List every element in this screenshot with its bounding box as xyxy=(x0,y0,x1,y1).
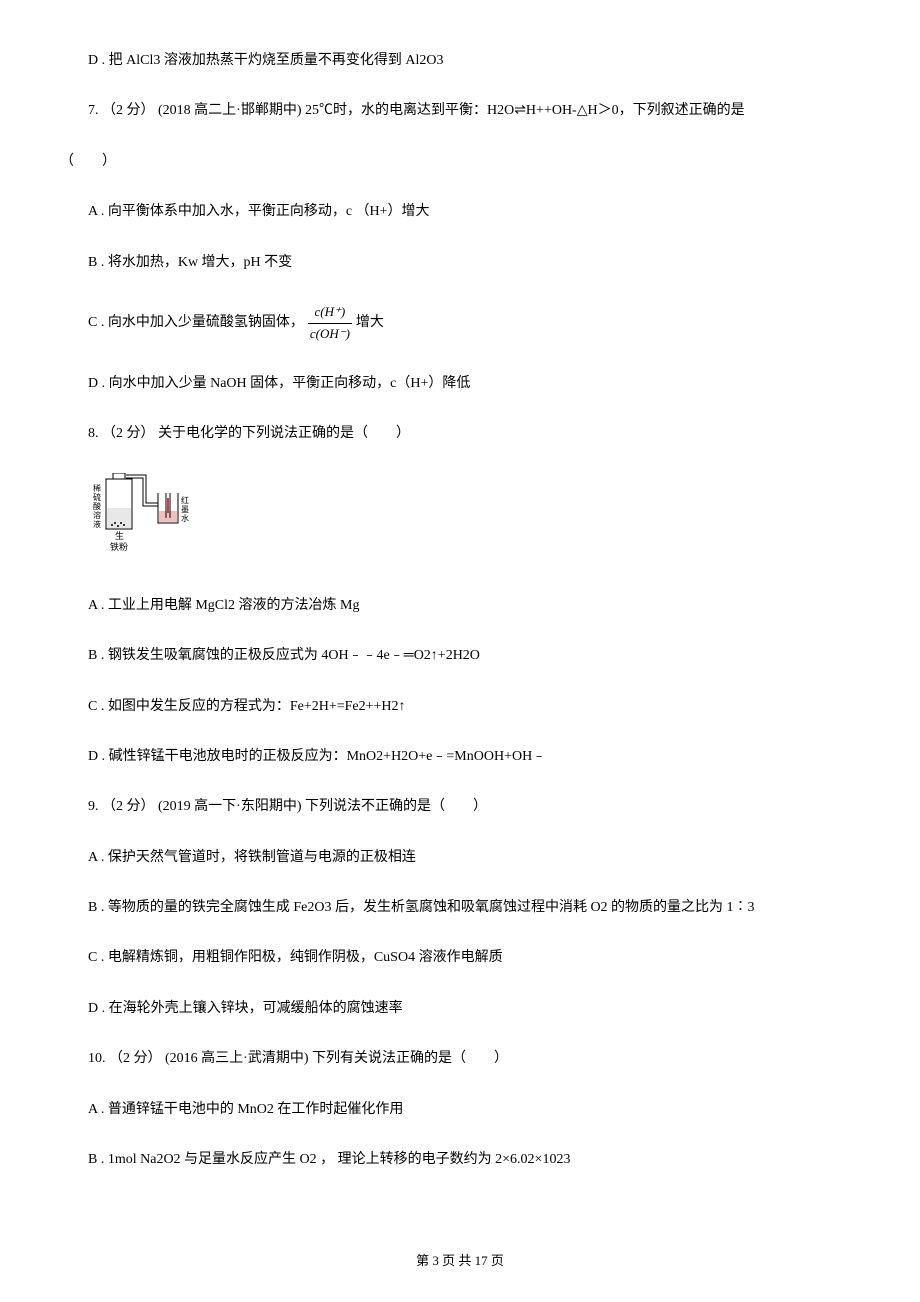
svg-text:稀: 稀 xyxy=(93,483,101,493)
q6-option-d: D . 把 AlCl3 溶液加热蒸干灼烧至质量不再变化得到 Al2O3 xyxy=(60,50,845,72)
svg-text:水: 水 xyxy=(181,513,189,523)
q9-stem: 9. （2 分） (2019 高一下·东阳期中) 下列说法不正确的是（ ） xyxy=(60,796,845,818)
q9-option-c: C . 电解精炼铜，用粗铜作阳极，纯铜作阴极，CuSO4 溶液作电解质 xyxy=(60,947,845,969)
q10-stem: 10. （2 分） (2016 高三上·武清期中) 下列有关说法正确的是（ ） xyxy=(60,1048,845,1070)
q8-option-b: B . 钢铁发生吸氧腐蚀的正极反应式为 4OH﹣﹣4e﹣═O2↑+2H2O xyxy=(60,645,845,667)
q10-option-a: A . 普通锌锰干电池中的 MnO2 在工作时起催化作用 xyxy=(60,1099,845,1121)
q7-stem-line1: 7. （2 分） (2018 高二上·邯郸期中) 25℃时，水的电离达到平衡：H… xyxy=(60,100,845,122)
q7-option-a: A . 向平衡体系中加入水，平衡正向移动，c （H+）增大 xyxy=(60,201,845,223)
q7-frac-numerator: c(H⁺) xyxy=(308,302,352,324)
svg-text:铁粉: 铁粉 xyxy=(110,541,128,552)
q7-option-d: D . 向水中加入少量 NaOH 固体，平衡正向移动，c（H+）降低 xyxy=(60,373,845,395)
q8-option-a: A . 工业上用电解 MgCl2 溶液的方法冶炼 Mg xyxy=(60,595,845,617)
page-footer: 第 3 页 共 17 页 xyxy=(0,1251,920,1272)
q8-diagram: 稀 硫 酸 溶 液 红 墨 水 生 铁粉 xyxy=(60,473,845,566)
q8-stem: 8. （2 分） 关于电化学的下列说法正确的是（ ） xyxy=(60,423,845,445)
q9-option-b: B . 等物质的量的铁完全腐蚀生成 Fe2O3 后，发生析氢腐蚀和吸氧腐蚀过程中… xyxy=(60,897,845,919)
svg-text:墨: 墨 xyxy=(181,505,189,514)
q7-stem-line2: （ ） xyxy=(60,151,845,173)
q8-option-d: D . 碱性锌锰干电池放电时的正极反应为：MnO2+H2O+e﹣=MnOOH+O… xyxy=(60,746,845,768)
q7-option-c-before: C . 向水中加入少量硫酸氢钠固体， xyxy=(88,312,304,334)
q10-option-b: B . 1mol Na2O2 与足量水反应产生 O2 ， 理论上转移的电子数约为… xyxy=(60,1149,845,1171)
q7-frac-denominator: c(OH⁻) xyxy=(308,324,352,345)
svg-text:酸: 酸 xyxy=(93,501,101,511)
q9-option-a: A . 保护天然气管道时，将铁制管道与电源的正极相连 xyxy=(60,847,845,869)
svg-text:溶: 溶 xyxy=(93,510,101,520)
svg-text:液: 液 xyxy=(93,519,101,529)
q7-option-b: B . 将水加热，Kw 增大，pH 不变 xyxy=(60,252,845,274)
q7-option-c-after: 增大 xyxy=(356,312,384,334)
svg-text:硫: 硫 xyxy=(93,492,101,502)
q8-option-c: C . 如图中发生反应的方程式为：Fe+2H+=Fe2++H2↑ xyxy=(60,696,845,718)
q7-option-c-fraction: c(H⁺) c(OH⁻) xyxy=(308,302,352,345)
q7-option-c: C . 向水中加入少量硫酸氢钠固体， c(H⁺) c(OH⁻) 增大 xyxy=(60,302,845,345)
svg-text:生: 生 xyxy=(115,530,124,541)
q9-option-d: D . 在海轮外壳上镶入锌块，可减缓船体的腐蚀速率 xyxy=(60,998,845,1020)
svg-text:红: 红 xyxy=(181,495,189,505)
